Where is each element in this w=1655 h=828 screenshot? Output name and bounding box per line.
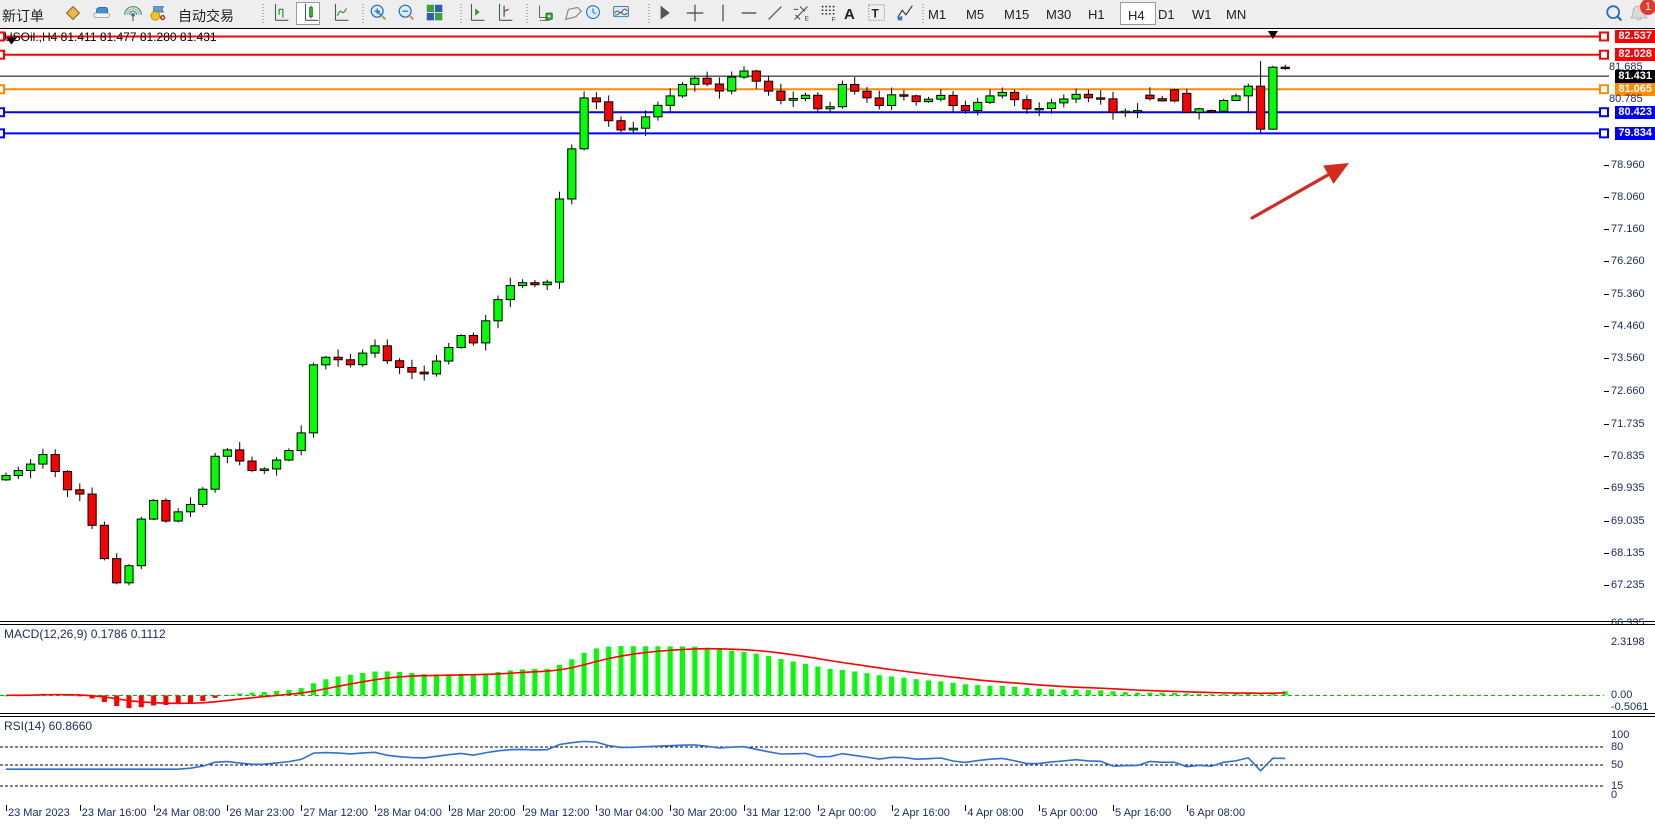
svg-text:E: E [805,15,809,22]
svg-text:F: F [832,16,836,23]
svg-text:T: T [872,7,880,21]
